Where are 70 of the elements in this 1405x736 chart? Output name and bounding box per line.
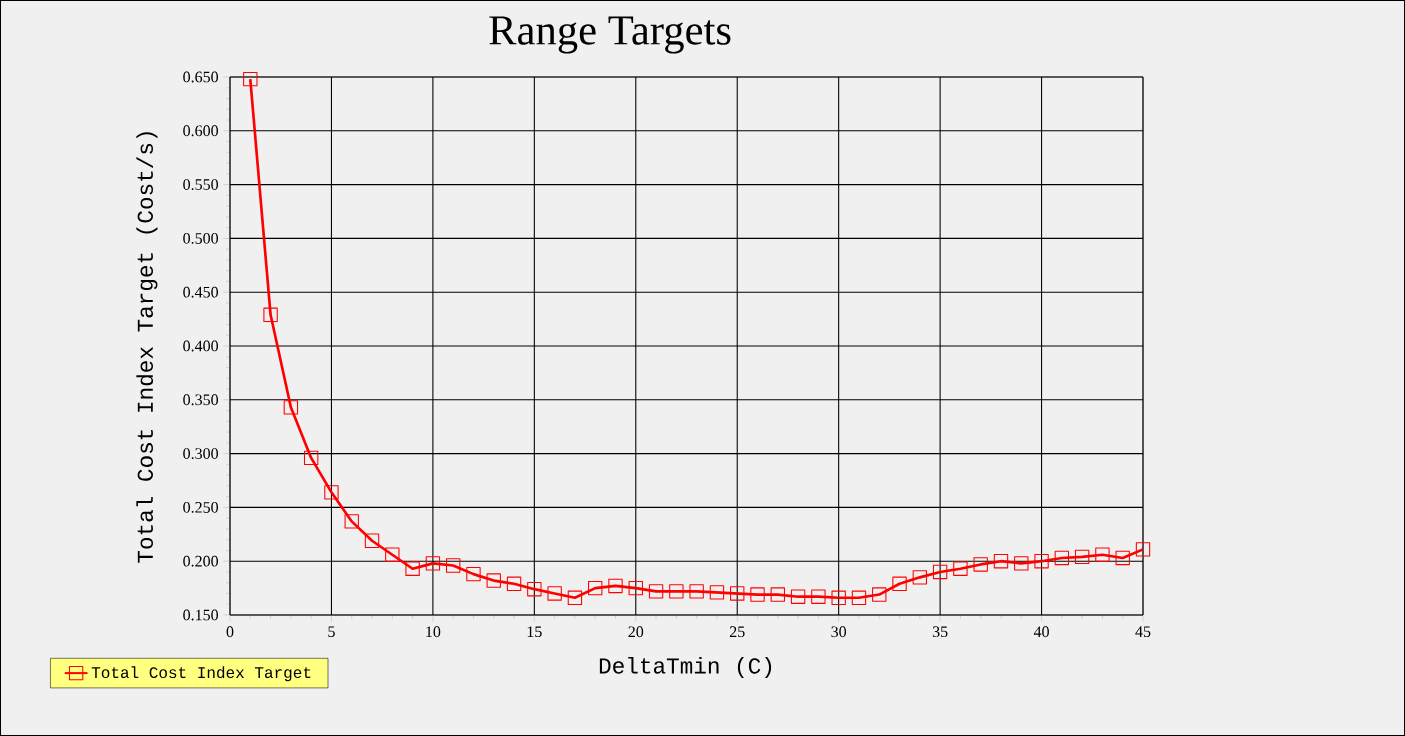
y-tick-label: 0.550 [183, 179, 219, 191]
point [324, 485, 339, 500]
y-tick-label: 0.150 [183, 609, 219, 621]
y-axis-title: Total Cost Index Target (Cost/s) [136, 132, 158, 563]
point [405, 561, 420, 576]
y-tick-label: 0.400 [183, 340, 219, 352]
y-tick-label: 0.200 [183, 555, 219, 567]
point [303, 450, 319, 466]
point [892, 576, 907, 591]
point [445, 558, 461, 573]
x-tick-label: 15 [527, 626, 542, 638]
point [1074, 549, 1090, 565]
y-tick-label: 0.600 [183, 125, 219, 137]
point [831, 590, 846, 605]
x-tick-label: 25 [729, 626, 745, 638]
legend-label: Total Cost Index Target [91, 666, 311, 682]
point [506, 576, 522, 591]
point [344, 514, 359, 529]
x-axis-title: DeltaTmin (C) [599, 657, 772, 679]
x-tick-label: 20 [628, 626, 644, 638]
point [1095, 547, 1110, 562]
x-tick-label: 30 [831, 626, 847, 638]
point [932, 564, 948, 580]
point [973, 557, 988, 572]
x-tick-label: 35 [932, 626, 948, 638]
point [283, 400, 299, 415]
point [912, 570, 928, 585]
point [1054, 550, 1070, 566]
point [486, 573, 501, 588]
point [608, 578, 623, 594]
point [425, 556, 441, 571]
point [385, 547, 400, 562]
point [628, 580, 643, 596]
point [689, 584, 704, 599]
point [872, 587, 887, 602]
y-tick-label: 0.350 [183, 394, 219, 406]
point [851, 590, 867, 605]
point [1014, 556, 1029, 571]
point [648, 584, 664, 599]
point [770, 587, 786, 602]
point [547, 586, 562, 601]
point [993, 553, 1009, 569]
point [709, 585, 725, 600]
point [811, 589, 826, 604]
point [466, 566, 481, 582]
point [953, 561, 968, 576]
point [243, 71, 258, 87]
point [567, 590, 583, 605]
y-tick-label: 0.500 [183, 232, 219, 244]
point [669, 584, 684, 599]
point [527, 581, 542, 597]
point [750, 587, 765, 602]
chart-title: Range Targets [489, 16, 731, 54]
point [730, 586, 745, 601]
y-tick-label: 0.450 [183, 286, 219, 298]
x-tick-label: 5 [328, 626, 335, 637]
point [1115, 550, 1130, 566]
point [1135, 542, 1151, 557]
point [263, 307, 278, 322]
x-tick-label: 10 [426, 626, 441, 638]
point [364, 533, 380, 548]
y-tick-label: 0.300 [183, 448, 219, 460]
x-tick-label: 45 [1135, 626, 1151, 638]
x-tick-label: 40 [1033, 626, 1049, 638]
y-tick-label: 0.250 [183, 501, 219, 513]
x-tick-label: 0 [226, 626, 234, 638]
point [790, 589, 806, 604]
y-tick-label: 0.650 [183, 71, 219, 83]
point [588, 580, 603, 596]
point [1034, 553, 1049, 569]
